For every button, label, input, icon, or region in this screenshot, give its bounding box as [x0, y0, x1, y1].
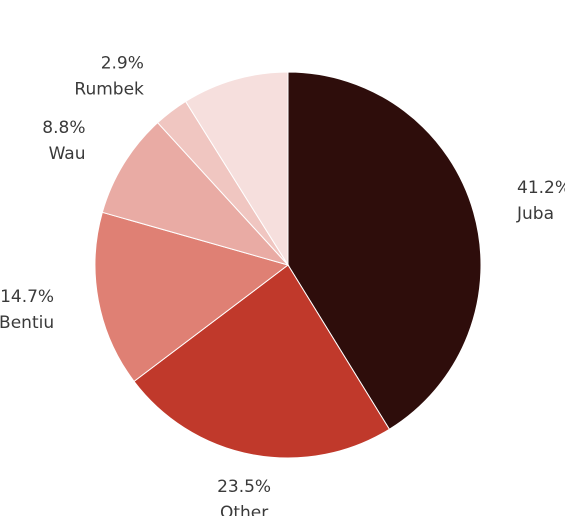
slice-name-label: Other — [220, 503, 268, 516]
pie-slices — [94, 71, 482, 459]
pie-slice-juba — [287, 71, 482, 430]
slice-percent-label: 2.9% — [101, 54, 144, 74]
pie-slice-other — [133, 264, 391, 459]
slice-percent-label: 8.8% — [42, 118, 85, 138]
slice-name-label: Juba — [516, 204, 554, 224]
slice-percent-label: 14.7% — [0, 287, 54, 307]
pie-slice-unlabeled — [184, 71, 289, 267]
slice-percent-label: 41.2% — [517, 178, 565, 198]
slice-name-label: Wau — [49, 144, 86, 164]
pie-slice-wau — [101, 121, 290, 266]
slice-name-label: Rumbek — [74, 80, 144, 100]
pie-slice-bentiu — [94, 211, 290, 383]
pie-labels: 41.2% Juba 23.5% Other 14.7% Bentiu 8.8% Wau 2.9… — [0, 54, 565, 516]
slice-name-label: Bentiu — [0, 313, 54, 333]
slice-percent-label: 23.5% — [217, 477, 271, 497]
